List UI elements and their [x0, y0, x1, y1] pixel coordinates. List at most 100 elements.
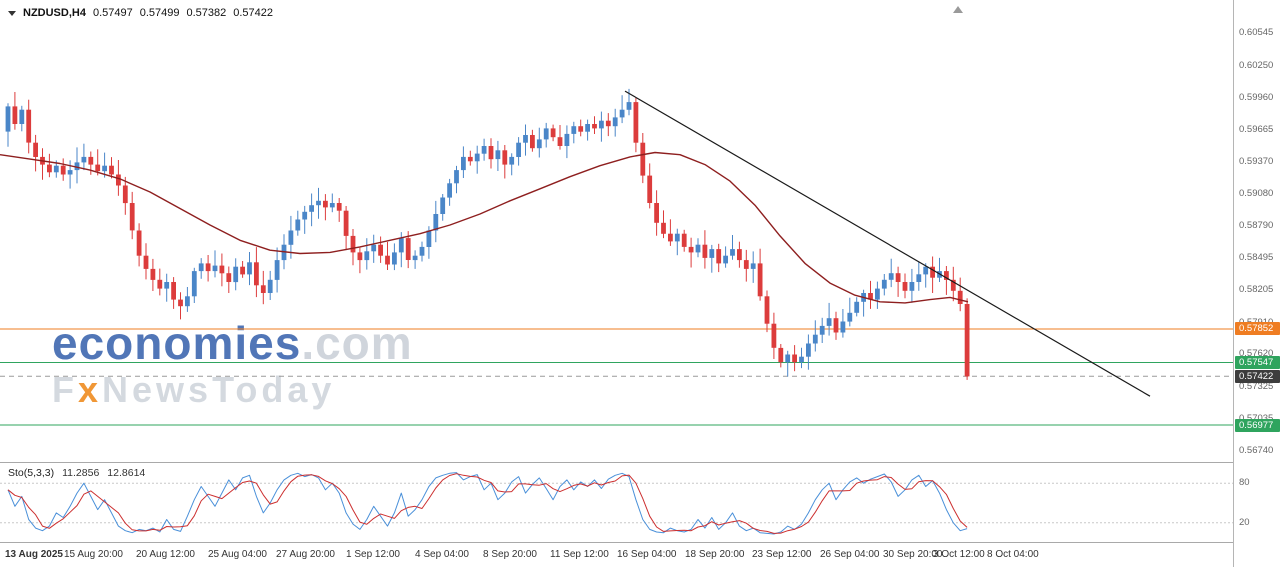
watermark-brand-line: economies.com [52, 320, 413, 366]
candle [67, 170, 73, 175]
candle [419, 246, 425, 256]
candle [454, 170, 459, 184]
candle [205, 263, 211, 272]
candle [495, 150, 501, 160]
symbol-info-bar: NZDUSD,H4 0.57497 0.57499 0.57382 0.5742… [8, 7, 273, 19]
candle [681, 233, 687, 247]
candle [626, 102, 632, 110]
stochastic-info-bar: Sto(5,3,3) 11.2856 12.8614 [8, 467, 145, 479]
candle [523, 135, 528, 143]
candle [488, 146, 494, 160]
candle [502, 150, 508, 165]
candle [350, 235, 356, 253]
candle [536, 139, 542, 149]
candle [109, 165, 114, 175]
candle [709, 249, 715, 258]
ohlc-open-value: 0.57497 [92, 7, 133, 19]
watermark-brand-suffix: .com [301, 317, 413, 369]
candle [557, 137, 563, 146]
candle [143, 255, 149, 269]
price-axis-tick: 0.57325 [1239, 381, 1274, 392]
candle [95, 164, 101, 172]
candle [136, 230, 142, 256]
candle [605, 120, 611, 127]
trendline[interactable] [624, 90, 1151, 397]
candle [543, 128, 549, 140]
candle [178, 299, 183, 307]
stochastic-level-label: 20 [1239, 517, 1250, 528]
candle [198, 263, 204, 272]
candle [764, 296, 770, 324]
candle [647, 175, 653, 203]
candle [47, 164, 52, 173]
candle [254, 262, 259, 286]
candle [695, 244, 701, 253]
candle [909, 282, 915, 291]
candle [323, 200, 328, 208]
time-axis-label: 27 Aug 20:00 [276, 549, 335, 560]
candle [440, 197, 446, 214]
candle [888, 273, 894, 280]
time-axis[interactable]: 13 Aug 2025 15 Aug 20:00 20 Aug 12:00 25 Au… [0, 543, 1280, 567]
price-axis-tick: 0.57620 [1239, 348, 1274, 359]
candle [185, 296, 190, 307]
candle [191, 271, 197, 297]
candle [564, 133, 570, 146]
panel-splitter[interactable] [0, 462, 1233, 463]
candle [426, 230, 432, 247]
candle [371, 244, 377, 252]
candle [661, 222, 666, 234]
candle [854, 301, 860, 313]
candle [688, 246, 694, 253]
candle [336, 203, 342, 211]
candle [267, 279, 273, 293]
candle [868, 293, 873, 300]
candle [53, 165, 59, 173]
candlestick-chart[interactable] [0, 0, 1233, 462]
candle [895, 273, 901, 282]
time-axis-label: 8 Oct 04:00 [987, 549, 1039, 560]
candle [950, 279, 956, 291]
candle [157, 279, 163, 289]
symbol-dropdown-icon[interactable] [8, 10, 16, 16]
candle [633, 102, 639, 143]
time-axis-label: 30 Sep 20:00 [883, 549, 943, 560]
price-badge: 0.56977 [1235, 419, 1280, 432]
candle [164, 282, 170, 289]
candle [902, 282, 908, 291]
price-badge: 0.57547 [1235, 356, 1280, 369]
stochastic-d-value: 12.8614 [107, 467, 146, 479]
stochastic-d-line [7, 473, 968, 534]
candle [944, 271, 949, 280]
panel-splitter-bottom[interactable] [0, 542, 1233, 543]
symbol-label: NZDUSD,H4 [23, 7, 86, 19]
candle [785, 354, 791, 363]
candle [240, 266, 245, 275]
candle [737, 249, 742, 261]
candle [474, 153, 480, 162]
candle [226, 273, 232, 282]
price-axis-tick: 0.59960 [1239, 92, 1274, 103]
candle [778, 347, 784, 363]
time-axis-label: 11 Sep 12:00 [550, 549, 609, 560]
candle [847, 312, 853, 322]
candle [702, 244, 708, 258]
moving-average-line[interactable] [0, 151, 969, 304]
price-axis-tick: 0.59665 [1239, 124, 1274, 135]
chart-shift-marker[interactable] [953, 6, 963, 13]
stochastic-panel[interactable] [0, 464, 1233, 542]
time-axis-label: 1 Sep 12:00 [346, 549, 400, 560]
price-axis[interactable]: 0.60545 0.60250 0.59960 0.59665 0.59370 0.590… [1233, 0, 1280, 567]
candle [433, 214, 439, 231]
ohlc-low-value: 0.57382 [186, 7, 227, 19]
candle [750, 263, 756, 269]
candle [116, 174, 121, 186]
candle [81, 156, 87, 163]
candle [5, 106, 11, 132]
time-axis-label: 3 Oct 12:00 [933, 549, 985, 560]
candle [26, 109, 32, 143]
candle [219, 265, 225, 274]
watermark-tagline-rest: NewsToday [102, 369, 336, 410]
time-axis-label: 13 Aug 2025 [5, 549, 63, 560]
candle [964, 304, 970, 377]
